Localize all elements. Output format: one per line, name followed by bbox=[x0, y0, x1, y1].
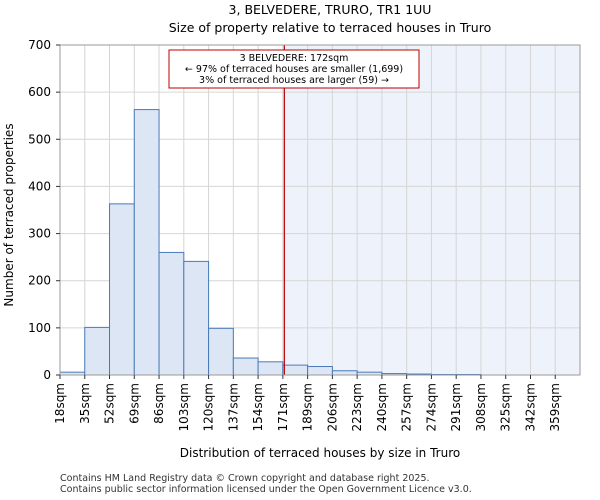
x-tick-label: 189sqm bbox=[301, 383, 315, 431]
x-tick-label: 325sqm bbox=[499, 383, 513, 431]
bar-35sqm bbox=[84, 326, 111, 376]
bar-86sqm bbox=[158, 251, 185, 376]
x-tick-label: 69sqm bbox=[127, 383, 141, 424]
chart-subtitle: Size of property relative to terraced ho… bbox=[169, 20, 492, 35]
x-tick-label: 86sqm bbox=[152, 383, 166, 424]
highlight-region bbox=[284, 45, 580, 375]
x-tick-label: 308sqm bbox=[474, 383, 488, 431]
annotation-box bbox=[168, 49, 420, 89]
x-tick-label: 257sqm bbox=[400, 383, 414, 431]
plot-frame bbox=[59, 44, 581, 376]
x-tick-label: 52sqm bbox=[103, 383, 117, 424]
bar-206sqm bbox=[331, 370, 358, 376]
bar-137sqm bbox=[232, 357, 259, 376]
x-tick-label: 240sqm bbox=[375, 383, 389, 431]
bar-189sqm bbox=[307, 366, 333, 376]
footer: Contains HM Land Registry data © Crown c… bbox=[60, 473, 472, 495]
bar-69sqm bbox=[133, 109, 160, 376]
x-tick-label: 342sqm bbox=[523, 383, 537, 431]
annotation-line-2: ← 97% of terraced houses are smaller (1,… bbox=[185, 64, 403, 75]
bars bbox=[59, 109, 482, 376]
y-tick-label: 700 bbox=[28, 38, 51, 52]
x-tick-label: 206sqm bbox=[325, 383, 339, 431]
bar-120sqm bbox=[208, 327, 234, 376]
y-tick-label: 600 bbox=[28, 85, 51, 99]
footer-line-1: Contains HM Land Registry data © Crown c… bbox=[60, 473, 430, 484]
x-axis: 18sqm 35sqm 52sqm 69sqm 86sqm 103sqm 120sqm 137… bbox=[53, 375, 562, 431]
x-tick-label: 120sqm bbox=[202, 383, 216, 431]
x-axis-label: Distribution of terraced houses by size … bbox=[180, 446, 460, 460]
y-axis-label: Number of terraced properties bbox=[2, 123, 16, 306]
y-tick-label: 300 bbox=[28, 227, 51, 241]
y-axis: 0 100 200 300 400 500 600 700 bbox=[28, 38, 60, 382]
x-tick-label: 103sqm bbox=[177, 383, 191, 431]
footer-line-2: Contains public sector information licen… bbox=[60, 484, 472, 495]
y-tick-label: 200 bbox=[28, 274, 51, 288]
y-tick-label: 100 bbox=[28, 321, 51, 335]
y-tick-label: 0 bbox=[43, 368, 51, 382]
x-tick-label: 359sqm bbox=[548, 383, 562, 431]
annotation-line-3: 3% of terraced houses are larger (59) → bbox=[199, 75, 389, 86]
bar-52sqm bbox=[109, 203, 135, 376]
annotation: 3 BELVEDERE: 172sqm ← 97% of terraced ho… bbox=[168, 49, 420, 89]
bar-154sqm bbox=[257, 361, 284, 376]
bar-171sqm bbox=[282, 364, 309, 376]
x-tick-label: 291sqm bbox=[449, 383, 463, 431]
x-tick-label: 137sqm bbox=[226, 383, 240, 431]
annotation-line-1: 3 BELVEDERE: 172sqm bbox=[240, 53, 349, 64]
x-tick-label: 18sqm bbox=[53, 383, 67, 424]
bar-103sqm bbox=[183, 260, 210, 376]
x-tick-label: 154sqm bbox=[251, 383, 265, 431]
x-tick-label: 274sqm bbox=[424, 383, 438, 431]
x-tick-label: 171sqm bbox=[276, 383, 290, 431]
x-tick-label: 35sqm bbox=[78, 383, 92, 424]
x-tick-label: 223sqm bbox=[350, 383, 364, 431]
chart-title: 3, BELVEDERE, TRURO, TR1 1UU bbox=[229, 2, 432, 17]
y-tick-label: 500 bbox=[28, 132, 51, 146]
y-tick-label: 400 bbox=[28, 179, 51, 193]
